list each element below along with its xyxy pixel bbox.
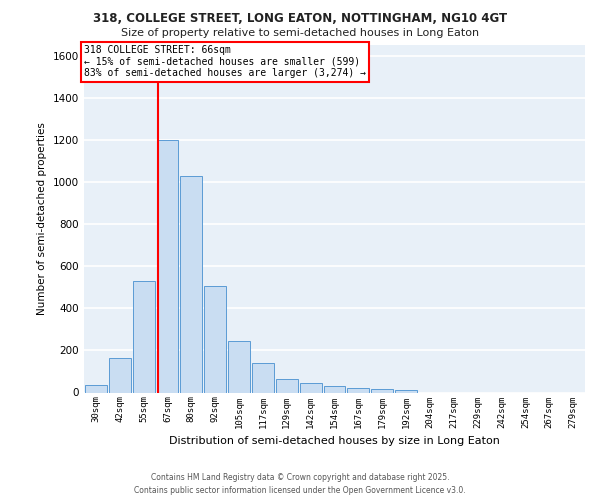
Bar [276, 379, 298, 392]
Bar [395, 390, 417, 392]
Bar [109, 358, 131, 392]
Text: Size of property relative to semi-detached houses in Long Eaton: Size of property relative to semi-detach… [121, 28, 479, 38]
X-axis label: Distribution of semi-detached houses by size in Long Eaton: Distribution of semi-detached houses by … [169, 436, 500, 446]
Bar [299, 383, 322, 392]
Y-axis label: Number of semi-detached properties: Number of semi-detached properties [37, 122, 47, 315]
Text: 318 COLLEGE STREET: 66sqm
← 15% of semi-detached houses are smaller (599)
83% of: 318 COLLEGE STREET: 66sqm ← 15% of semi-… [84, 45, 366, 78]
Bar [85, 385, 107, 392]
Bar [371, 390, 393, 392]
Text: 318, COLLEGE STREET, LONG EATON, NOTTINGHAM, NG10 4GT: 318, COLLEGE STREET, LONG EATON, NOTTING… [93, 12, 507, 26]
Bar [133, 281, 155, 392]
Bar [204, 286, 226, 393]
Bar [228, 341, 250, 392]
Bar [181, 176, 202, 392]
Bar [347, 388, 370, 392]
Bar [323, 386, 346, 392]
Text: Contains HM Land Registry data © Crown copyright and database right 2025.: Contains HM Land Registry data © Crown c… [151, 474, 449, 482]
Text: Contains public sector information licensed under the Open Government Licence v3: Contains public sector information licen… [134, 486, 466, 495]
Bar [157, 140, 178, 392]
Bar [252, 363, 274, 392]
